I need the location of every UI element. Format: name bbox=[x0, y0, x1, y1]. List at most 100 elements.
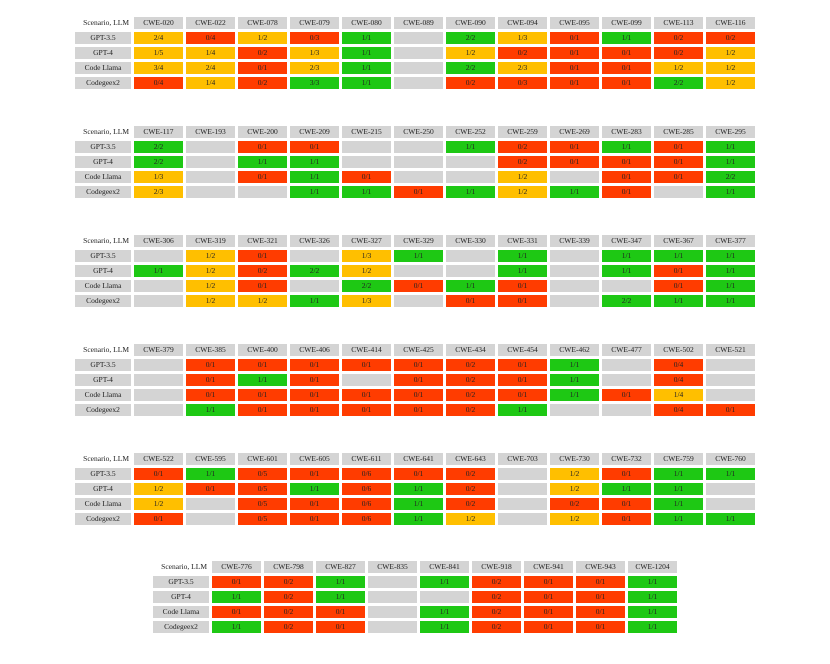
result-cell: 0/5 bbox=[238, 468, 287, 480]
result-cell: 1/1 bbox=[628, 591, 677, 603]
result-cell: 1/1 bbox=[342, 32, 391, 44]
result-cell: 0/4 bbox=[654, 359, 703, 371]
result-cell: 1/1 bbox=[446, 280, 495, 292]
corner-label: Scenario, LLM bbox=[75, 126, 131, 138]
result-cell: 1/1 bbox=[290, 483, 339, 495]
cwe-header: CWE-414 bbox=[342, 344, 391, 356]
result-cell: 1/1 bbox=[550, 359, 599, 371]
result-cell: 0/1 bbox=[498, 374, 547, 386]
result-cell bbox=[394, 32, 443, 44]
cwe-header: CWE-425 bbox=[394, 344, 443, 356]
result-cell: 0/1 bbox=[342, 359, 391, 371]
result-cell: 0/1 bbox=[498, 280, 547, 292]
result-cell: 0/3 bbox=[290, 32, 339, 44]
header-row: Scenario, LLM CWE-020 CWE-022 CWE-078 CWE-07… bbox=[75, 17, 755, 29]
cwe-header: CWE-611 bbox=[342, 453, 391, 465]
cwe-header: CWE-022 bbox=[186, 17, 235, 29]
result-cell: 0/1 bbox=[524, 606, 573, 618]
result-cell: 0/3 bbox=[498, 77, 547, 89]
result-cell: 1/1 bbox=[186, 404, 235, 416]
result-cell: 1/2 bbox=[706, 47, 755, 59]
result-cell bbox=[368, 591, 417, 603]
result-cell: 0/1 bbox=[654, 156, 703, 168]
result-cell: 1/1 bbox=[420, 576, 469, 588]
table-row: Code Llama 1/2 0/1 2/2 0/1 1/1 0/1 0/1 1/1 bbox=[75, 280, 755, 292]
cwe-header: CWE-078 bbox=[238, 17, 287, 29]
result-cell: 1/2 bbox=[134, 498, 183, 510]
result-cell: 1/1 bbox=[654, 513, 703, 525]
result-cell: 2/2 bbox=[290, 265, 339, 277]
result-cell bbox=[498, 513, 547, 525]
result-cell: 1/1 bbox=[706, 250, 755, 262]
result-cell: 0/1 bbox=[576, 576, 625, 588]
result-cell: 0/2 bbox=[446, 468, 495, 480]
header-row: Scenario, LLM CWE-522 CWE-595 CWE-601 CWE-60… bbox=[75, 453, 755, 465]
table-row: Code Llama 0/1 0/2 0/1 1/1 0/2 0/1 0/1 1/1 bbox=[153, 606, 677, 618]
result-cell: 0/1 bbox=[524, 591, 573, 603]
result-cell bbox=[498, 498, 547, 510]
result-cell: 0/1 bbox=[550, 47, 599, 59]
result-cell: 1/2 bbox=[654, 62, 703, 74]
result-cell: 1/4 bbox=[654, 389, 703, 401]
result-cell bbox=[550, 171, 599, 183]
result-cell: 3/4 bbox=[134, 62, 183, 74]
cwe-header: CWE-477 bbox=[602, 344, 651, 356]
result-cell: 0/2 bbox=[264, 606, 313, 618]
result-cell: 0/2 bbox=[472, 591, 521, 603]
result-cell: 0/2 bbox=[446, 389, 495, 401]
table-row: GPT-4 2/2 1/1 1/1 0/2 0/1 0/1 0/1 1/1 bbox=[75, 156, 755, 168]
result-cell: 2/4 bbox=[134, 32, 183, 44]
cwe-header: CWE-943 bbox=[576, 561, 625, 573]
cwe-header: CWE-099 bbox=[602, 17, 651, 29]
scenario-label: Code Llama bbox=[75, 62, 131, 74]
cwe-header: CWE-347 bbox=[602, 235, 651, 247]
result-cell: 0/1 bbox=[524, 621, 573, 633]
result-cell bbox=[394, 141, 443, 153]
result-cell: 1/4 bbox=[186, 47, 235, 59]
result-cell bbox=[550, 295, 599, 307]
result-cell: 0/1 bbox=[394, 468, 443, 480]
result-cell: 2/2 bbox=[446, 32, 495, 44]
result-cell: 0/1 bbox=[316, 606, 365, 618]
result-cell bbox=[394, 47, 443, 59]
result-cell: 0/1 bbox=[186, 359, 235, 371]
result-cell: 1/2 bbox=[186, 295, 235, 307]
result-cell: 2/2 bbox=[602, 295, 651, 307]
results-table: Scenario, LLM CWE-522 CWE-595 CWE-601 CWE-60… bbox=[72, 450, 758, 528]
result-cell: 0/1 bbox=[290, 468, 339, 480]
cwe-header: CWE-522 bbox=[134, 453, 183, 465]
result-cell bbox=[550, 404, 599, 416]
cwe-header: CWE-595 bbox=[186, 453, 235, 465]
result-cell: 1/3 bbox=[498, 32, 547, 44]
result-cell: 2/3 bbox=[290, 62, 339, 74]
cwe-header: CWE-285 bbox=[654, 126, 703, 138]
result-cell bbox=[394, 62, 443, 74]
result-cell: 0/1 bbox=[394, 280, 443, 292]
cwe-header: CWE-339 bbox=[550, 235, 599, 247]
result-cell: 1/3 bbox=[290, 47, 339, 59]
result-cell: 1/1 bbox=[706, 141, 755, 153]
result-cell: 1/1 bbox=[498, 265, 547, 277]
scenario-label: GPT-4 bbox=[153, 591, 209, 603]
result-cell bbox=[602, 404, 651, 416]
result-cell: 1/1 bbox=[706, 513, 755, 525]
result-cell: 1/1 bbox=[602, 483, 651, 495]
result-cell bbox=[342, 374, 391, 386]
result-cell: 0/2 bbox=[498, 141, 547, 153]
scenario-label: GPT-3.5 bbox=[75, 141, 131, 153]
scenario-label: GPT-4 bbox=[75, 47, 131, 59]
table-row: GPT-3.5 0/1 1/1 0/5 0/1 0/6 0/1 0/2 1/2 0/1 1/1 1/1 bbox=[75, 468, 755, 480]
result-cell bbox=[394, 295, 443, 307]
scenario-label: GPT-3.5 bbox=[75, 250, 131, 262]
result-cell: 0/1 bbox=[654, 171, 703, 183]
result-cell: 0/6 bbox=[342, 468, 391, 480]
cwe-header: CWE-385 bbox=[186, 344, 235, 356]
result-cell: 2/2 bbox=[706, 171, 755, 183]
cwe-header: CWE-406 bbox=[290, 344, 339, 356]
result-cell: 1/1 bbox=[654, 295, 703, 307]
result-cell: 0/2 bbox=[472, 606, 521, 618]
result-cell: 1/1 bbox=[602, 265, 651, 277]
table-row: Codegeex2 0/1 0/5 0/1 0/6 1/1 1/2 1/2 0/1 1/1 1/1 bbox=[75, 513, 755, 525]
cwe-header: CWE-295 bbox=[706, 126, 755, 138]
result-cell: 0/2 bbox=[654, 47, 703, 59]
